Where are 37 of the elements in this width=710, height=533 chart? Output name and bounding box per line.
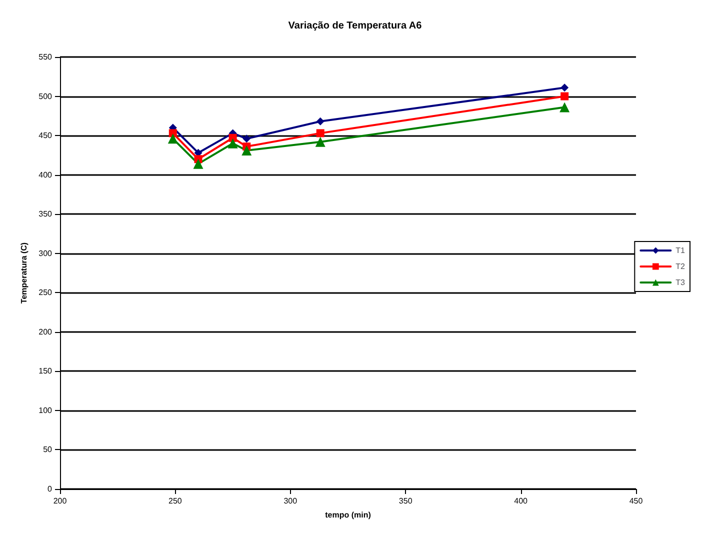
legend-label: T2: [676, 262, 686, 271]
point: [560, 102, 570, 112]
chart-title: Variação de Temperatura A6: [288, 20, 422, 32]
point: [316, 117, 324, 126]
x-tick-label: 250: [168, 496, 182, 506]
point: [560, 84, 569, 92]
point: [242, 145, 252, 156]
x-tick-label: 200: [53, 496, 68, 506]
y-tick-label: 250: [38, 288, 53, 298]
legend-label: T1: [676, 246, 686, 255]
point: [168, 134, 178, 144]
point: [228, 138, 238, 148]
point: [315, 136, 326, 147]
y-tick-label: 350: [38, 210, 53, 219]
x-tick-label: 300: [284, 496, 298, 506]
y-tick-label: 200: [38, 327, 53, 336]
point: [316, 129, 324, 138]
point: [228, 134, 237, 142]
y-tick-label: 500: [38, 92, 53, 101]
y-tick-label: 300: [38, 248, 53, 258]
y-axis-title: Temperatura (C): [19, 242, 28, 304]
y-tick-label: 400: [38, 170, 53, 180]
point: [242, 134, 251, 143]
y-tick-label: 50: [43, 445, 53, 454]
point: [168, 129, 177, 138]
legend-label: T3: [676, 278, 686, 287]
y-tick-label: 150: [38, 366, 53, 376]
y-tick-label: 550: [38, 52, 53, 62]
point: [560, 92, 569, 100]
x-tick-label: 400: [514, 496, 528, 506]
y-tick-label: 0: [48, 484, 53, 494]
y-tick-label: 100: [38, 406, 53, 415]
x-axis-title: tempo (min): [325, 510, 372, 520]
point: [193, 158, 204, 169]
x-tick-label: 450: [629, 496, 644, 506]
y-tick-label: 450: [38, 131, 53, 140]
x-tick-label: 350: [398, 496, 413, 506]
